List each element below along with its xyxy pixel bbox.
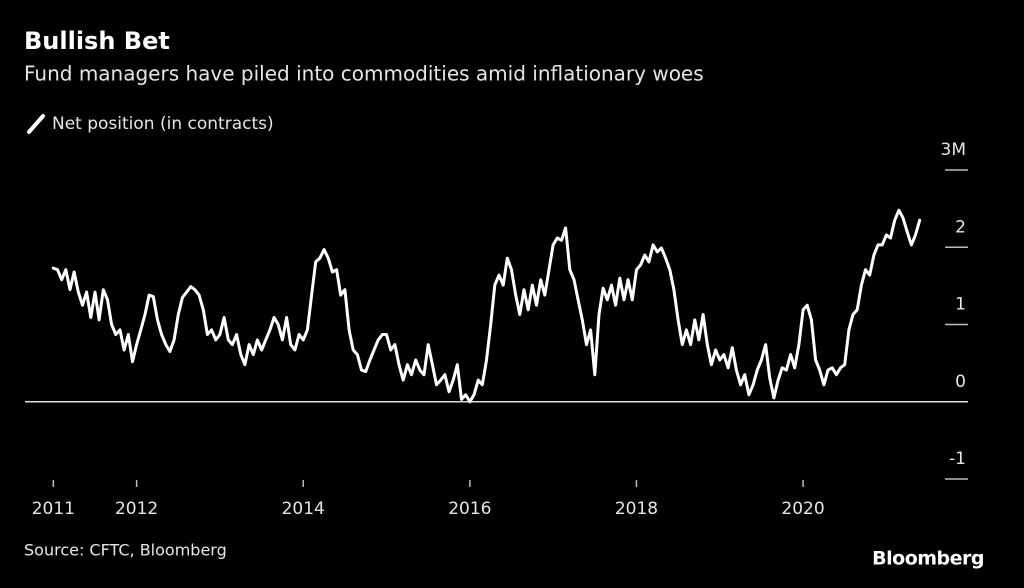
- y-tick-label: 3M: [941, 140, 966, 160]
- x-tick-label: 2020: [781, 499, 824, 519]
- chart-title: Bullish Bet: [24, 27, 170, 55]
- y-tick-label: 0: [955, 372, 966, 392]
- y-tick-label: 2: [955, 217, 966, 237]
- chart-subtitle: Fund managers have piled into commoditie…: [24, 62, 704, 86]
- y-tick-label: 1: [955, 295, 966, 315]
- x-tick-label: 2016: [448, 499, 491, 519]
- x-tick-label: 2012: [115, 499, 158, 519]
- legend-swatch: [27, 114, 45, 134]
- y-tick-label: -1: [949, 449, 966, 469]
- source-note: Source: CFTC, Bloomberg: [24, 541, 227, 560]
- data-line: [51, 208, 922, 404]
- legend-label: Net position (in contracts): [52, 114, 274, 134]
- x-tick-label: 2014: [282, 499, 325, 519]
- brand-logo: Bloomberg: [872, 548, 984, 570]
- x-tick-label: 2018: [615, 499, 658, 519]
- x-tick-label: 2011: [32, 499, 75, 519]
